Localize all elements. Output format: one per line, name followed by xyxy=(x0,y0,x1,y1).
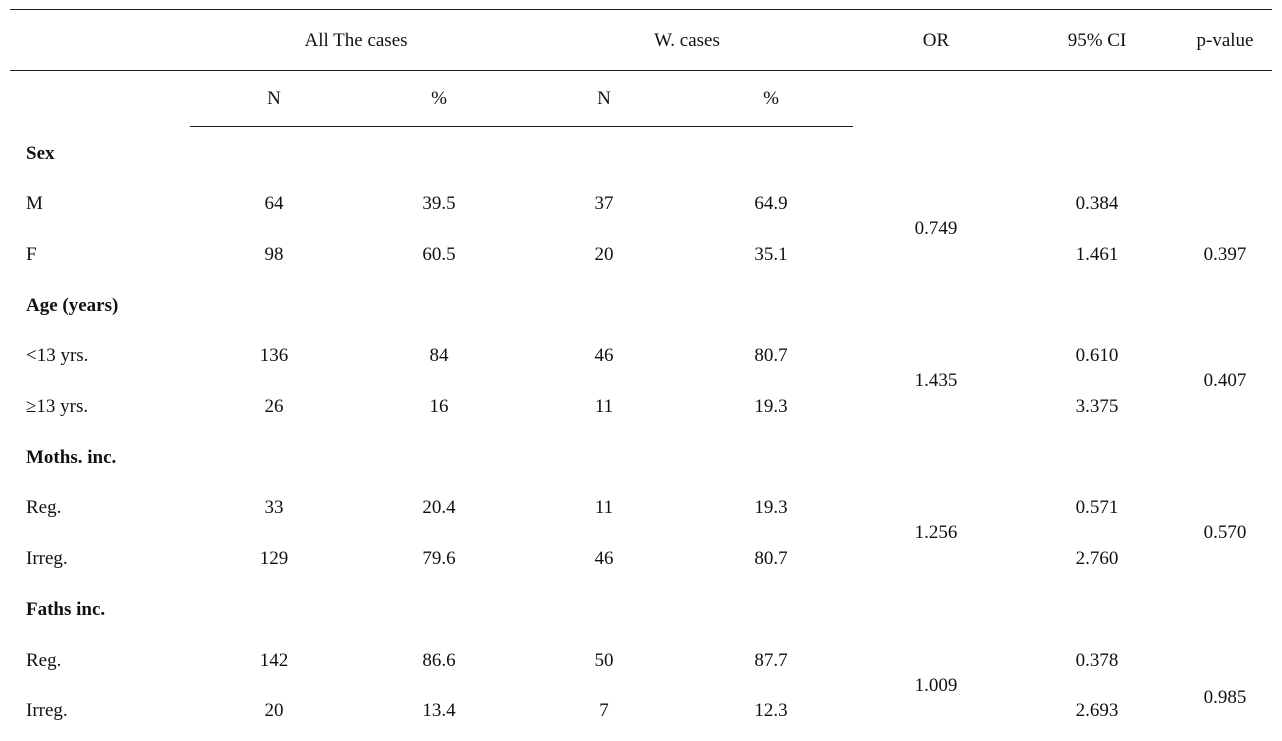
cell-n-all: 33 xyxy=(264,497,284,518)
group-label-faths-inc: Faths inc. xyxy=(26,599,106,620)
cell-ci-low: 0.571 xyxy=(1075,497,1119,518)
cell-n-all: 64 xyxy=(264,193,284,214)
cell-p-value: 0.985 xyxy=(1203,687,1247,708)
cell-n-w: 20 xyxy=(594,244,614,265)
cell-or: 1.009 xyxy=(914,675,958,696)
cell-n-w: 11 xyxy=(594,497,614,518)
cell-pct-all: 86.6 xyxy=(422,650,456,671)
cell-ci-high: 2.693 xyxy=(1075,700,1119,721)
cell-pct-all: 20.4 xyxy=(422,497,456,518)
table-row-label: F xyxy=(26,244,37,265)
cell-n-all: 26 xyxy=(264,396,284,417)
subheader-pct-w: % xyxy=(763,88,779,109)
cell-n-w: 46 xyxy=(594,548,614,569)
cell-n-w: 50 xyxy=(594,650,614,671)
cell-ci-high: 2.760 xyxy=(1075,548,1119,569)
table-row-label: Irreg. xyxy=(26,548,68,569)
group-label-sex: Sex xyxy=(26,143,55,164)
subheader-n-w: N xyxy=(597,88,611,109)
header-or: OR xyxy=(922,30,950,51)
group-label-age: Age (years) xyxy=(26,295,119,316)
header-w-cases: W. cases xyxy=(654,30,720,51)
cell-pct-all: 39.5 xyxy=(422,193,456,214)
cell-pct-w: 64.9 xyxy=(754,193,788,214)
table-row-label: ≥13 yrs. xyxy=(26,396,89,417)
subheader-rule xyxy=(190,126,853,127)
cell-pct-all: 13.4 xyxy=(422,700,456,721)
cell-pct-w: 19.3 xyxy=(754,497,788,518)
cell-n-all: 136 xyxy=(259,345,289,366)
header-rule xyxy=(10,70,1272,71)
cell-n-all: 129 xyxy=(259,548,289,569)
table-row-label: M xyxy=(26,193,43,214)
cell-pct-w: 80.7 xyxy=(754,345,788,366)
table-row-label: Irreg. xyxy=(26,700,68,721)
cell-pct-w: 19.3 xyxy=(754,396,788,417)
cell-n-w: 7 xyxy=(599,700,609,721)
cell-ci-high: 1.461 xyxy=(1075,244,1119,265)
cell-n-all: 98 xyxy=(264,244,284,265)
top-rule xyxy=(10,9,1272,10)
cell-n-w: 37 xyxy=(594,193,614,214)
cell-ci-low: 0.610 xyxy=(1075,345,1119,366)
cell-ci-low: 0.378 xyxy=(1075,650,1119,671)
subheader-pct-all: % xyxy=(431,88,447,109)
cell-p-value: 0.407 xyxy=(1203,370,1247,391)
cell-p-value: 0.570 xyxy=(1203,522,1247,543)
cell-pct-w: 35.1 xyxy=(754,244,788,265)
header-p-value: p-value xyxy=(1196,30,1254,51)
cell-ci-high: 3.375 xyxy=(1075,396,1119,417)
cell-n-all: 142 xyxy=(259,650,289,671)
cell-pct-w: 80.7 xyxy=(754,548,788,569)
cell-or: 1.256 xyxy=(914,522,958,543)
subheader-n-all: N xyxy=(267,88,281,109)
table-row-label: <13 yrs. xyxy=(26,345,89,366)
cell-ci-low: 0.384 xyxy=(1075,193,1119,214)
table-row-label: Reg. xyxy=(26,650,62,671)
cell-pct-all: 60.5 xyxy=(422,244,456,265)
cell-pct-w: 12.3 xyxy=(754,700,788,721)
group-label-moths-inc: Moths. inc. xyxy=(26,447,117,468)
header-ci: 95% CI xyxy=(1067,30,1127,51)
cell-pct-w: 87.7 xyxy=(754,650,788,671)
cell-n-all: 20 xyxy=(264,700,284,721)
table-row-label: Reg. xyxy=(26,497,62,518)
cell-pct-all: 16 xyxy=(429,396,449,417)
cell-pct-all: 84 xyxy=(429,345,449,366)
cell-n-w: 11 xyxy=(594,396,614,417)
cell-or: 1.435 xyxy=(914,370,958,391)
cell-n-w: 46 xyxy=(594,345,614,366)
cell-pct-all: 79.6 xyxy=(422,548,456,569)
header-all-cases: All The cases xyxy=(304,30,408,51)
cell-or: 0.749 xyxy=(914,218,958,239)
cell-p-value: 0.397 xyxy=(1203,244,1247,265)
